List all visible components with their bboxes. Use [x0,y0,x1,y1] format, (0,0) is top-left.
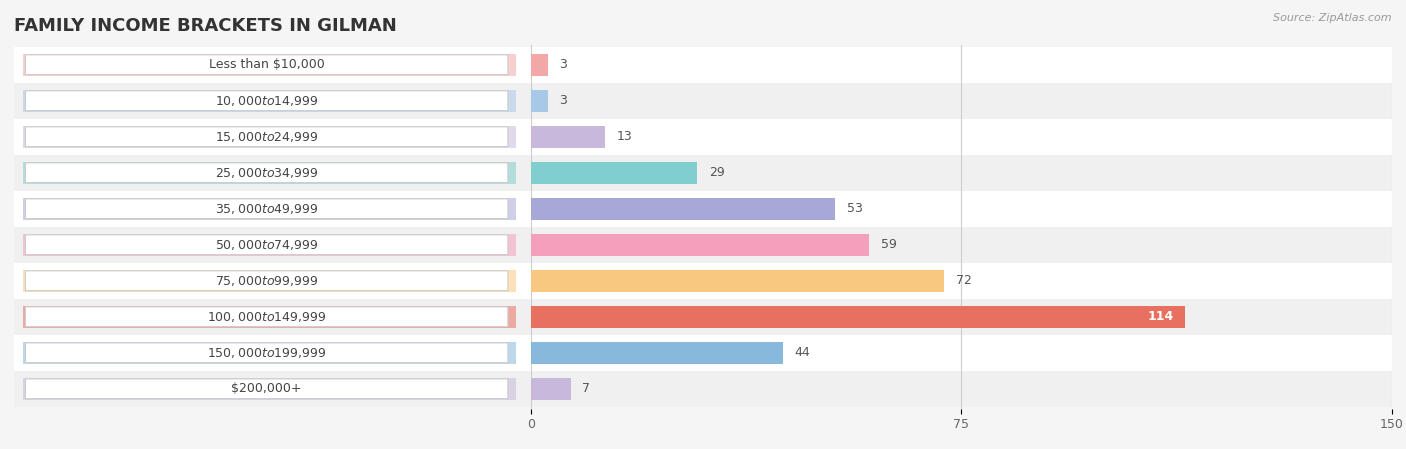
FancyBboxPatch shape [25,55,508,75]
Bar [14,155,1392,191]
Text: 59: 59 [882,238,897,251]
Text: $200,000+: $200,000+ [232,382,302,395]
Text: FAMILY INCOME BRACKETS IN GILMAN: FAMILY INCOME BRACKETS IN GILMAN [14,17,396,35]
Bar [531,162,697,184]
Bar [531,198,835,220]
FancyBboxPatch shape [25,307,508,327]
FancyBboxPatch shape [25,91,508,110]
FancyBboxPatch shape [25,271,508,291]
Text: 3: 3 [560,94,568,107]
Bar [531,269,945,292]
Text: $100,000 to $149,999: $100,000 to $149,999 [207,310,326,324]
Bar [531,53,548,76]
Text: Source: ZipAtlas.com: Source: ZipAtlas.com [1274,13,1392,23]
Bar [14,191,1392,227]
Bar [22,198,516,220]
Text: 3: 3 [560,58,568,71]
Bar [22,378,516,400]
FancyBboxPatch shape [25,235,508,255]
Bar [14,47,1392,83]
Text: 44: 44 [794,346,811,359]
Bar [22,269,516,292]
Bar [22,89,516,112]
Text: $75,000 to $99,999: $75,000 to $99,999 [215,274,318,288]
Bar [14,335,1392,371]
Bar [14,371,1392,407]
Text: $15,000 to $24,999: $15,000 to $24,999 [215,130,318,144]
Text: Less than $10,000: Less than $10,000 [209,58,325,71]
Text: $35,000 to $49,999: $35,000 to $49,999 [215,202,318,216]
Bar [22,306,516,328]
Text: 29: 29 [709,166,724,179]
Bar [22,53,516,76]
Text: 72: 72 [956,274,972,287]
Bar [14,299,1392,335]
Text: $25,000 to $34,999: $25,000 to $34,999 [215,166,318,180]
FancyBboxPatch shape [25,163,508,183]
Text: $10,000 to $14,999: $10,000 to $14,999 [215,94,318,108]
FancyBboxPatch shape [25,199,508,219]
Bar [22,233,516,256]
Bar [14,83,1392,119]
Text: 53: 53 [846,202,862,215]
Text: $50,000 to $74,999: $50,000 to $74,999 [215,238,318,252]
Bar [531,89,548,112]
Text: 13: 13 [617,130,633,143]
Text: 7: 7 [582,382,591,395]
Text: 114: 114 [1147,310,1174,323]
Bar [22,162,516,184]
Bar [531,233,869,256]
Bar [14,119,1392,155]
Text: $150,000 to $199,999: $150,000 to $199,999 [207,346,326,360]
FancyBboxPatch shape [25,343,508,363]
FancyBboxPatch shape [25,379,508,399]
Bar [22,126,516,148]
Bar [14,227,1392,263]
Bar [531,378,571,400]
Bar [22,342,516,364]
Bar [531,126,606,148]
Bar [531,306,1185,328]
Bar [14,263,1392,299]
FancyBboxPatch shape [25,127,508,147]
Bar [531,342,783,364]
